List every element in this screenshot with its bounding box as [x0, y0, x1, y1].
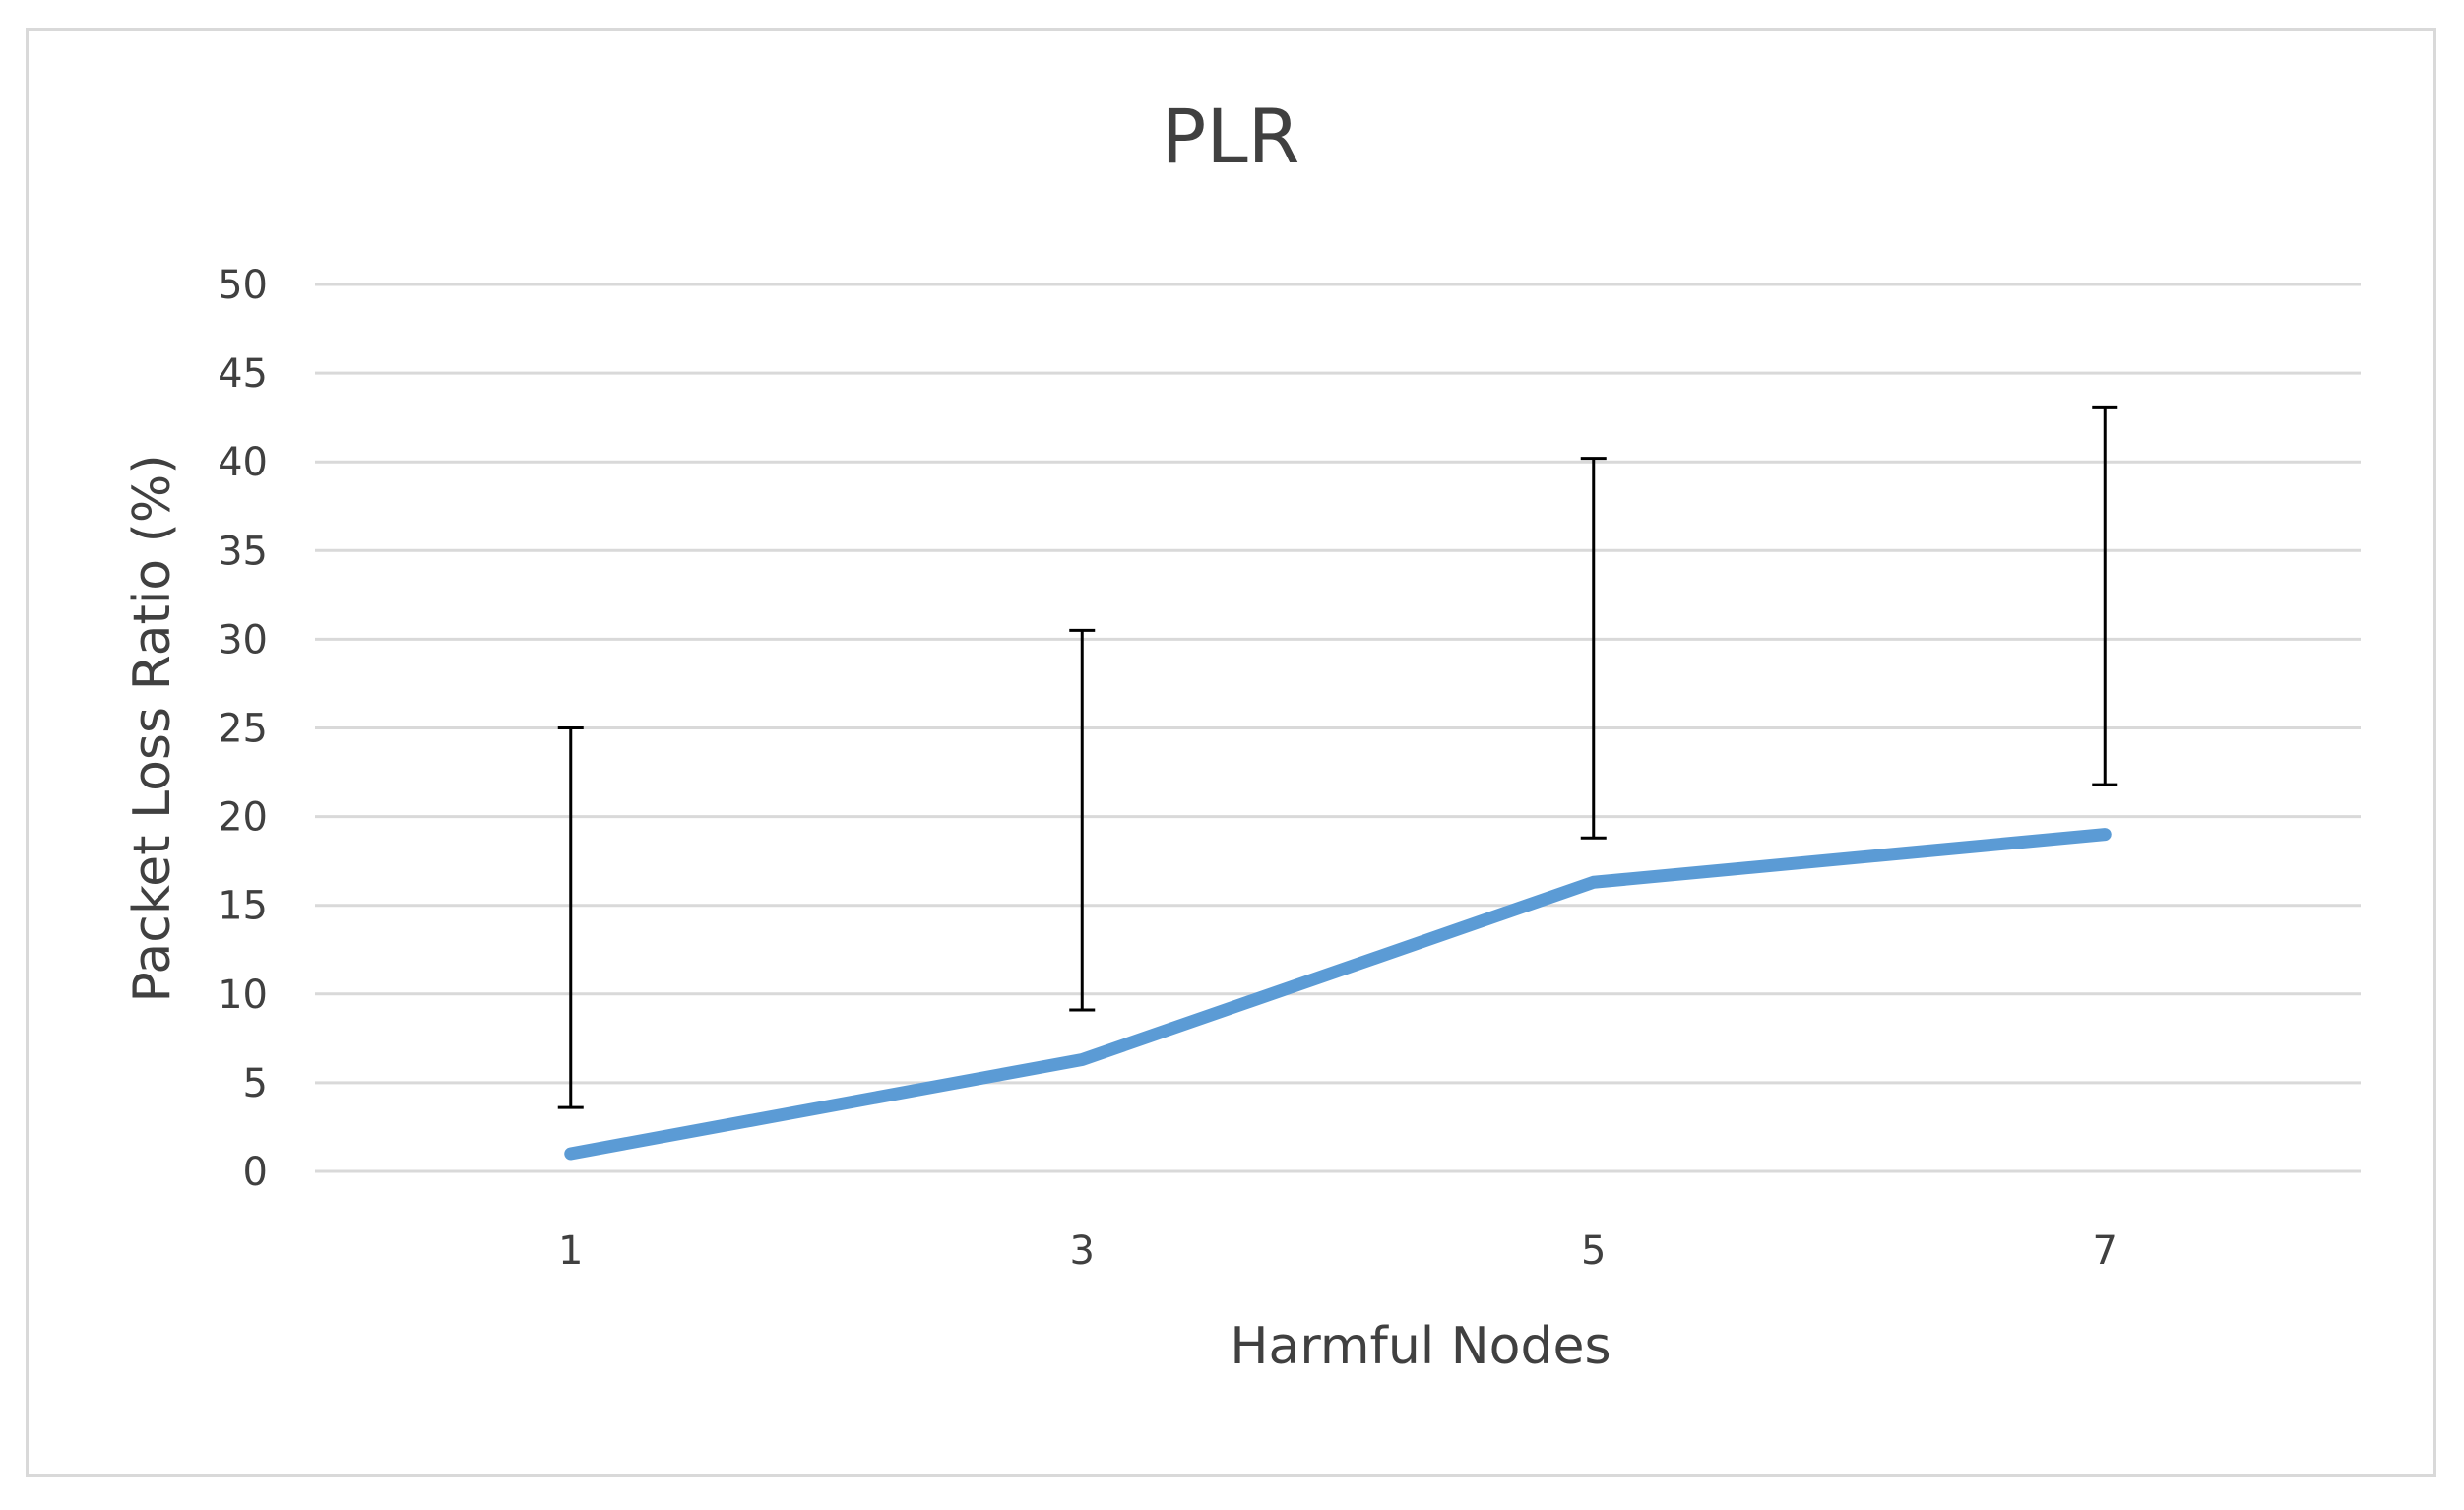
x-tick-label: 7 — [2093, 1228, 2117, 1274]
y-tick-label: 20 — [218, 795, 268, 841]
chart-title: PLR — [1162, 93, 1300, 180]
y-axis-title: Packet Loss Ratio (%) — [123, 454, 182, 1002]
chart-frame — [26, 28, 2436, 1477]
error-bar-3 — [1069, 628, 1096, 1012]
x-tick-label: 3 — [1070, 1228, 1095, 1274]
y-tick-label: 35 — [218, 529, 268, 574]
error-bars — [557, 405, 2118, 1109]
y-tick-label: 10 — [218, 973, 268, 1018]
y-tick-label: 5 — [243, 1061, 268, 1106]
y-tick-label: 40 — [218, 440, 268, 485]
x-tick-label: 5 — [1581, 1228, 1606, 1274]
series-layer — [564, 828, 2112, 1161]
y-tick-label: 50 — [218, 263, 268, 308]
error-bar-1 — [557, 726, 584, 1109]
error-bar-5 — [1580, 457, 1607, 840]
y-tick-label: 25 — [218, 707, 268, 752]
gridlines — [315, 283, 2361, 1173]
y-tick-label: 30 — [218, 617, 268, 662]
series-line — [564, 828, 2112, 1161]
y-tick-label: 0 — [243, 1150, 268, 1195]
y-tick-label: 15 — [218, 884, 268, 929]
y-tick-label: 45 — [218, 351, 268, 397]
x-axis-title: Harmful Nodes — [1230, 1317, 1611, 1376]
x-tick-label: 1 — [558, 1228, 583, 1274]
error-bar-7 — [2092, 405, 2118, 786]
y-axis-ticks: 0 5 10 15 20 25 30 35 40 45 50 — [218, 263, 268, 1195]
x-axis-ticks: 1 3 5 7 — [558, 1228, 2117, 1274]
